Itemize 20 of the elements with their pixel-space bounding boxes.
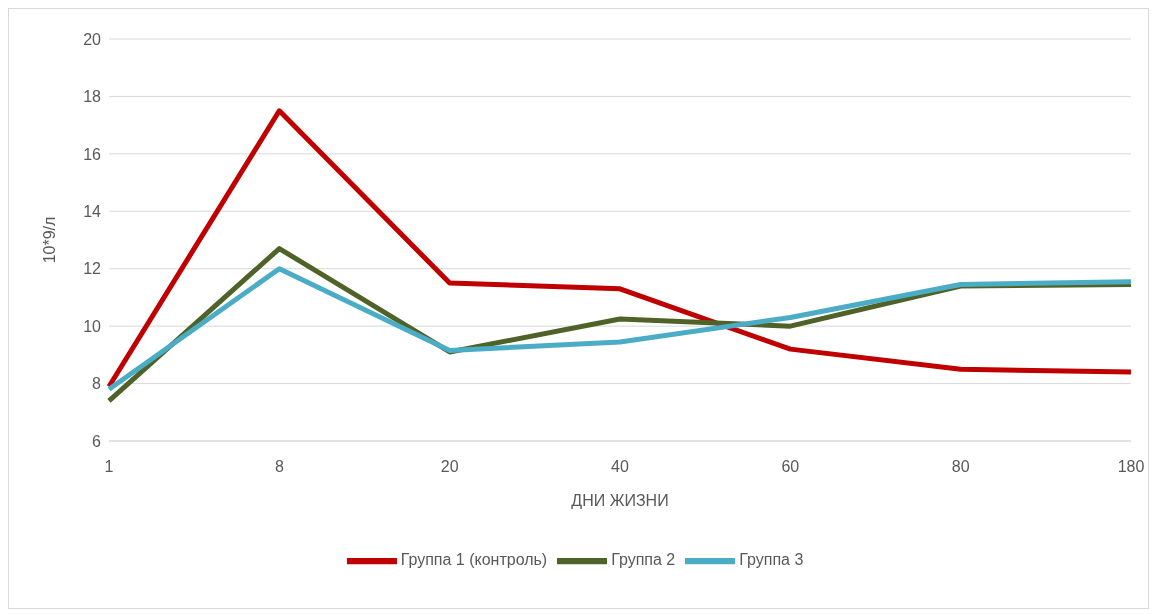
y-tick-label: 10 [83, 317, 102, 335]
y-tick-label: 6 [92, 432, 102, 450]
legend-label: Группа 2 [611, 551, 676, 569]
y-tick-label: 8 [92, 375, 102, 393]
legend-label: Группа 3 [739, 551, 804, 569]
x-tick-label: 180 [1117, 458, 1145, 476]
x-tick-label: 40 [611, 458, 629, 476]
x-tick-label: 80 [951, 458, 970, 476]
y-tick-label: 14 [83, 202, 102, 220]
legend-label: Группа 1 (контроль) [400, 551, 548, 569]
x-tick-label: 1 [104, 458, 114, 476]
y-axis-title: 10*9/л [40, 216, 58, 264]
y-tick-label: 16 [83, 145, 102, 163]
y-tick-label: 20 [83, 30, 102, 48]
x-tick-label: 8 [274, 458, 284, 476]
x-axis-title: ДНИ ЖИЗНИ [571, 492, 669, 509]
x-tick-label: 60 [781, 458, 800, 476]
y-tick-label: 18 [83, 88, 102, 106]
x-tick-label: 20 [440, 458, 459, 476]
y-tick-label: 12 [83, 260, 102, 278]
